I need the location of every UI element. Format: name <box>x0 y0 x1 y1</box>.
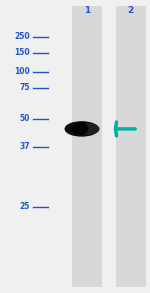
Text: 25: 25 <box>20 202 30 211</box>
Text: 150: 150 <box>14 48 30 57</box>
Text: 37: 37 <box>19 142 30 151</box>
Bar <box>72 6 102 287</box>
Text: 2: 2 <box>127 6 134 15</box>
Text: 1: 1 <box>84 6 90 15</box>
Text: 100: 100 <box>14 67 30 76</box>
Text: 250: 250 <box>14 32 30 41</box>
Ellipse shape <box>73 124 88 134</box>
Text: 75: 75 <box>20 84 30 92</box>
Ellipse shape <box>65 122 98 136</box>
Ellipse shape <box>79 124 99 134</box>
Bar <box>116 6 146 287</box>
Text: 50: 50 <box>20 114 30 123</box>
